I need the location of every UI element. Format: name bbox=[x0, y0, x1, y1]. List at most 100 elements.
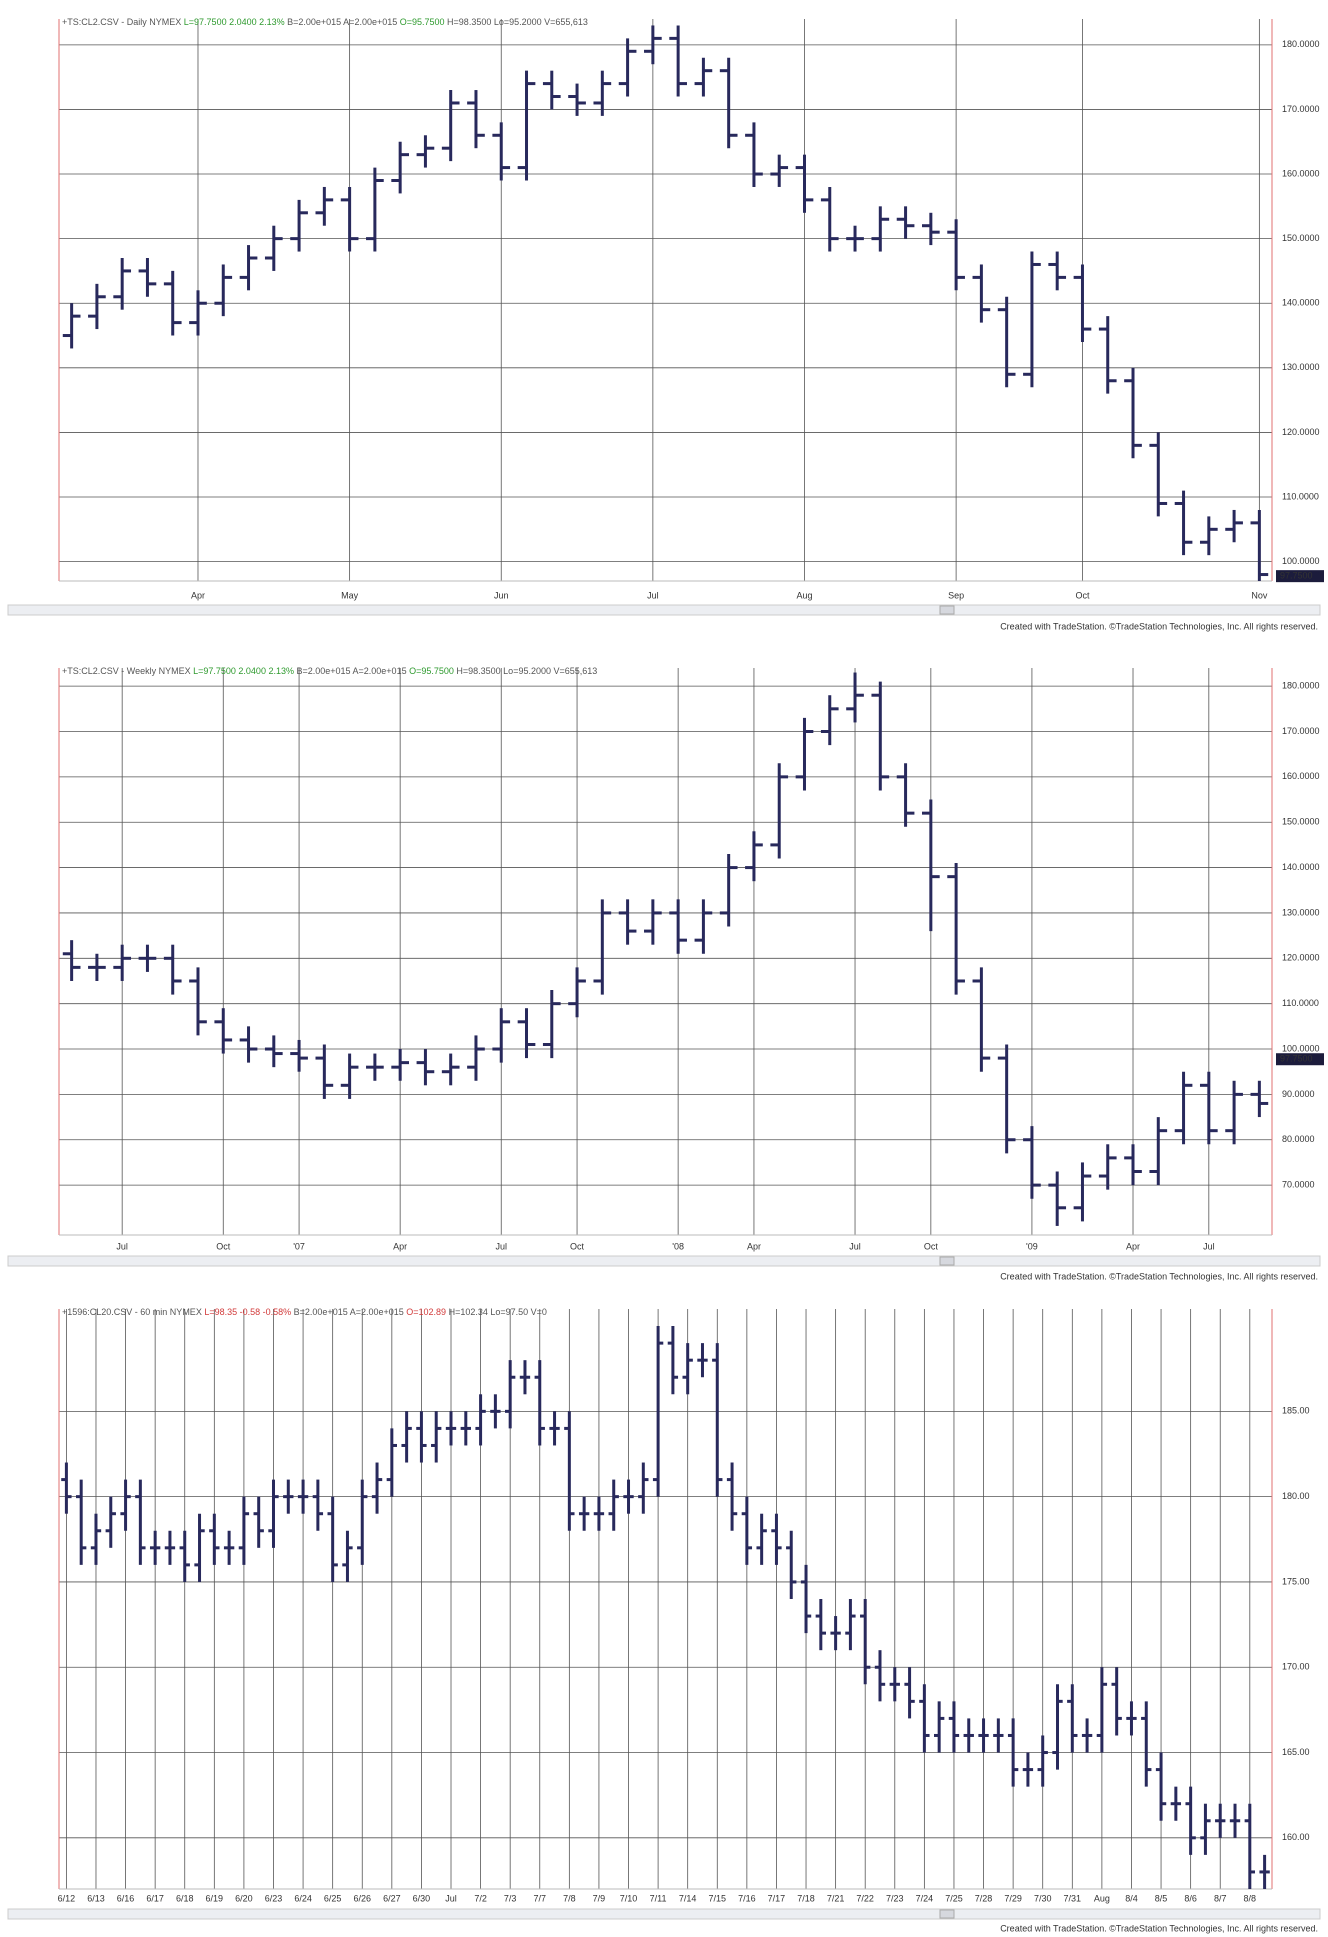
x-tick-label: 7/30 bbox=[1034, 1893, 1052, 1903]
x-tick-label: Jul bbox=[849, 1241, 861, 1251]
x-tick-label: 8/4 bbox=[1125, 1893, 1138, 1903]
credit: Created with TradeStation. ©TradeStation… bbox=[1000, 621, 1318, 631]
x-tick-label: 6/18 bbox=[176, 1893, 194, 1903]
x-tick-label: 7/22 bbox=[856, 1893, 874, 1903]
scroll-thumb bbox=[939, 1909, 955, 1919]
header-part: +TS:CL2.CSV - Weekly NYMEX bbox=[62, 666, 193, 676]
x-tick-label: 7/28 bbox=[975, 1893, 993, 1903]
scrollbar bbox=[7, 1255, 1321, 1267]
x-tick-label: '09 bbox=[1026, 1241, 1038, 1251]
x-tick-label: Aug bbox=[1094, 1893, 1110, 1903]
y-tick-label: 180.00 bbox=[1282, 1491, 1310, 1501]
y-tick-label: 100.0000 bbox=[1282, 556, 1320, 566]
plot-area bbox=[59, 1309, 1272, 1889]
scrollbar bbox=[7, 604, 1321, 616]
x-tick-label: Jul bbox=[445, 1893, 457, 1903]
x-tick-label: 6/16 bbox=[117, 1893, 135, 1903]
x-tick-label: 7/14 bbox=[679, 1893, 697, 1903]
x-tick-label: 7/8 bbox=[563, 1893, 576, 1903]
x-tick-label: Oct bbox=[924, 1241, 939, 1251]
x-tick-label: 6/26 bbox=[353, 1893, 371, 1903]
plot-area bbox=[59, 19, 1272, 581]
x-tick-label: '08 bbox=[672, 1241, 684, 1251]
x-tick-label: 6/13 bbox=[87, 1893, 105, 1903]
scrollbar bbox=[7, 1908, 1321, 1920]
chart-header: +1596:CL20.CSV - 60 min NYMEX L=98.35 -0… bbox=[62, 1307, 547, 1317]
last-price-box bbox=[1276, 570, 1324, 583]
scroll-thumb bbox=[939, 605, 955, 615]
y-tick-label: 120.0000 bbox=[1282, 953, 1320, 963]
x-tick-label: 7/3 bbox=[504, 1893, 517, 1903]
x-tick-label: 7/29 bbox=[1004, 1893, 1022, 1903]
x-tick-label: 7/25 bbox=[945, 1893, 963, 1903]
x-tick-label: 6/25 bbox=[324, 1893, 342, 1903]
x-tick-label: 8/6 bbox=[1184, 1893, 1197, 1903]
last-price-box bbox=[1276, 1053, 1324, 1066]
y-tick-label: 140.0000 bbox=[1282, 862, 1320, 872]
credit: Created with TradeStation. ©TradeStation… bbox=[1000, 1271, 1318, 1281]
last-price-label: 97.7500 bbox=[1280, 571, 1313, 581]
x-tick-label: Jul bbox=[116, 1241, 128, 1251]
chart-header: +TS:CL2.CSV - Daily NYMEX L=97.7500 2.04… bbox=[62, 17, 588, 27]
x-tick-label: 8/8 bbox=[1244, 1893, 1257, 1903]
y-tick-label: 80.0000 bbox=[1282, 1134, 1315, 1144]
y-tick-label: 130.0000 bbox=[1282, 907, 1320, 917]
x-tick-label: Oct bbox=[216, 1241, 231, 1251]
x-tick-label: 6/24 bbox=[294, 1893, 312, 1903]
x-tick-label: May bbox=[341, 590, 359, 600]
x-tick-label: Oct bbox=[1075, 590, 1090, 600]
x-tick-label: 7/17 bbox=[768, 1893, 786, 1903]
y-tick-label: 170.0000 bbox=[1282, 104, 1320, 114]
header-part: H=98.3500 Lo=95.2000 V=655,613 bbox=[447, 17, 588, 27]
header-part: L=97.7500 2.0400 2.13% bbox=[193, 666, 296, 676]
header-part: B=2.00e+015 A=2.00e+015 bbox=[287, 17, 400, 27]
header-part: L=97.7500 2.0400 2.13% bbox=[184, 17, 287, 27]
header-part: +1596:CL20.CSV - 60 min NYMEX bbox=[62, 1307, 204, 1317]
plot-area bbox=[59, 668, 1272, 1235]
y-tick-label: 150.0000 bbox=[1282, 233, 1320, 243]
y-tick-label: 70.0000 bbox=[1282, 1179, 1315, 1189]
chart-header: +TS:CL2.CSV - Weekly NYMEX L=97.7500 2.0… bbox=[62, 666, 597, 676]
x-tick-label: 7/2 bbox=[474, 1893, 487, 1903]
header-part: O=95.7500 bbox=[400, 17, 447, 27]
x-tick-label: Jul bbox=[495, 1241, 507, 1251]
x-tick-label: 6/17 bbox=[146, 1893, 164, 1903]
y-tick-label: 160.00 bbox=[1282, 1832, 1310, 1842]
x-tick-label: 8/5 bbox=[1155, 1893, 1168, 1903]
x-tick-label: 6/30 bbox=[413, 1893, 431, 1903]
x-tick-label: 6/19 bbox=[206, 1893, 224, 1903]
y-tick-label: 170.0000 bbox=[1282, 726, 1320, 736]
x-tick-label: 7/10 bbox=[620, 1893, 638, 1903]
header-part: +TS:CL2.CSV - Daily NYMEX bbox=[62, 17, 184, 27]
y-tick-label: 170.00 bbox=[1282, 1662, 1310, 1672]
x-tick-label: Oct bbox=[570, 1241, 585, 1251]
x-tick-label: 7/15 bbox=[709, 1893, 727, 1903]
y-tick-label: 160.0000 bbox=[1282, 168, 1320, 178]
x-tick-label: Apr bbox=[393, 1241, 407, 1251]
header-part: O=95.7500 bbox=[409, 666, 456, 676]
x-tick-label: 7/23 bbox=[886, 1893, 904, 1903]
y-tick-label: 130.0000 bbox=[1282, 362, 1320, 372]
x-tick-label: Jul bbox=[647, 590, 659, 600]
y-tick-label: 110.0000 bbox=[1282, 998, 1319, 1008]
x-tick-label: Jul bbox=[1203, 1241, 1215, 1251]
x-tick-label: 7/11 bbox=[650, 1893, 667, 1903]
x-tick-label: 8/7 bbox=[1214, 1893, 1227, 1903]
x-tick-label: Sep bbox=[948, 590, 964, 600]
header-part: O=102.89 bbox=[406, 1307, 448, 1317]
x-tick-label: Aug bbox=[796, 590, 812, 600]
scroll-thumb bbox=[939, 1256, 955, 1266]
y-tick-label: 180.0000 bbox=[1282, 39, 1320, 49]
x-tick-label: 6/20 bbox=[235, 1893, 253, 1903]
y-tick-label: 160.0000 bbox=[1282, 771, 1320, 781]
x-tick-label: 7/24 bbox=[916, 1893, 934, 1903]
header-part: B=2.00e+015 A=2.00e+015 bbox=[296, 666, 409, 676]
y-tick-label: 165.00 bbox=[1282, 1747, 1310, 1757]
x-tick-label: 6/27 bbox=[383, 1893, 401, 1903]
y-tick-label: 150.0000 bbox=[1282, 817, 1320, 827]
header-part: H=98.3500 Lo=95.2000 V=655,613 bbox=[456, 666, 597, 676]
x-tick-label: 6/12 bbox=[58, 1893, 76, 1903]
header-part: L=98.35 -0.58 -0.58% bbox=[204, 1307, 293, 1317]
